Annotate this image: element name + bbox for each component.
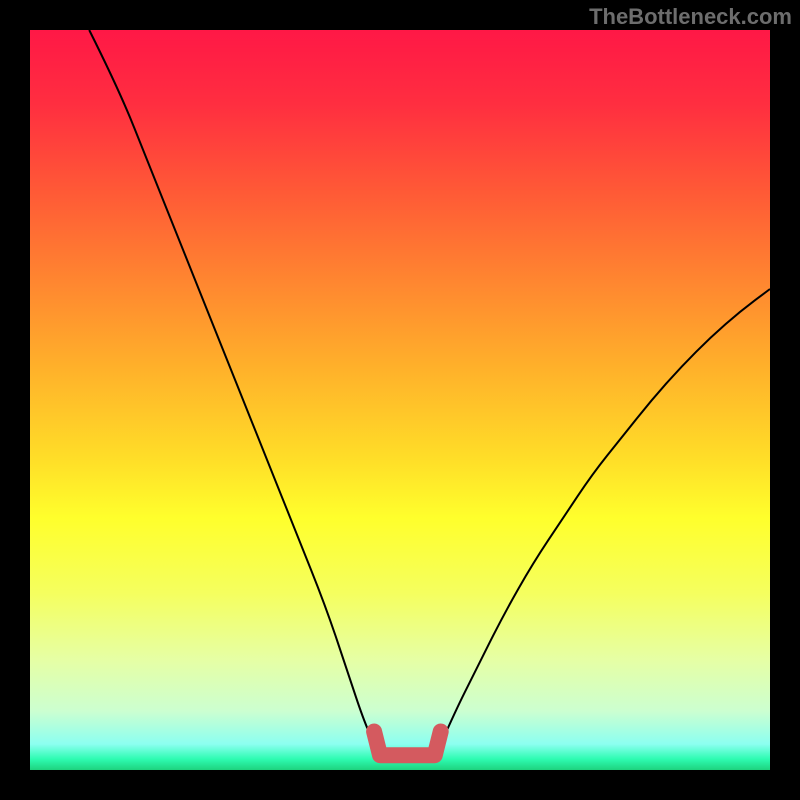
plot-background: [30, 30, 770, 770]
chart-svg: [0, 0, 800, 800]
chart-container: TheBottleneck.com: [0, 0, 800, 800]
watermark-text: TheBottleneck.com: [589, 4, 792, 30]
